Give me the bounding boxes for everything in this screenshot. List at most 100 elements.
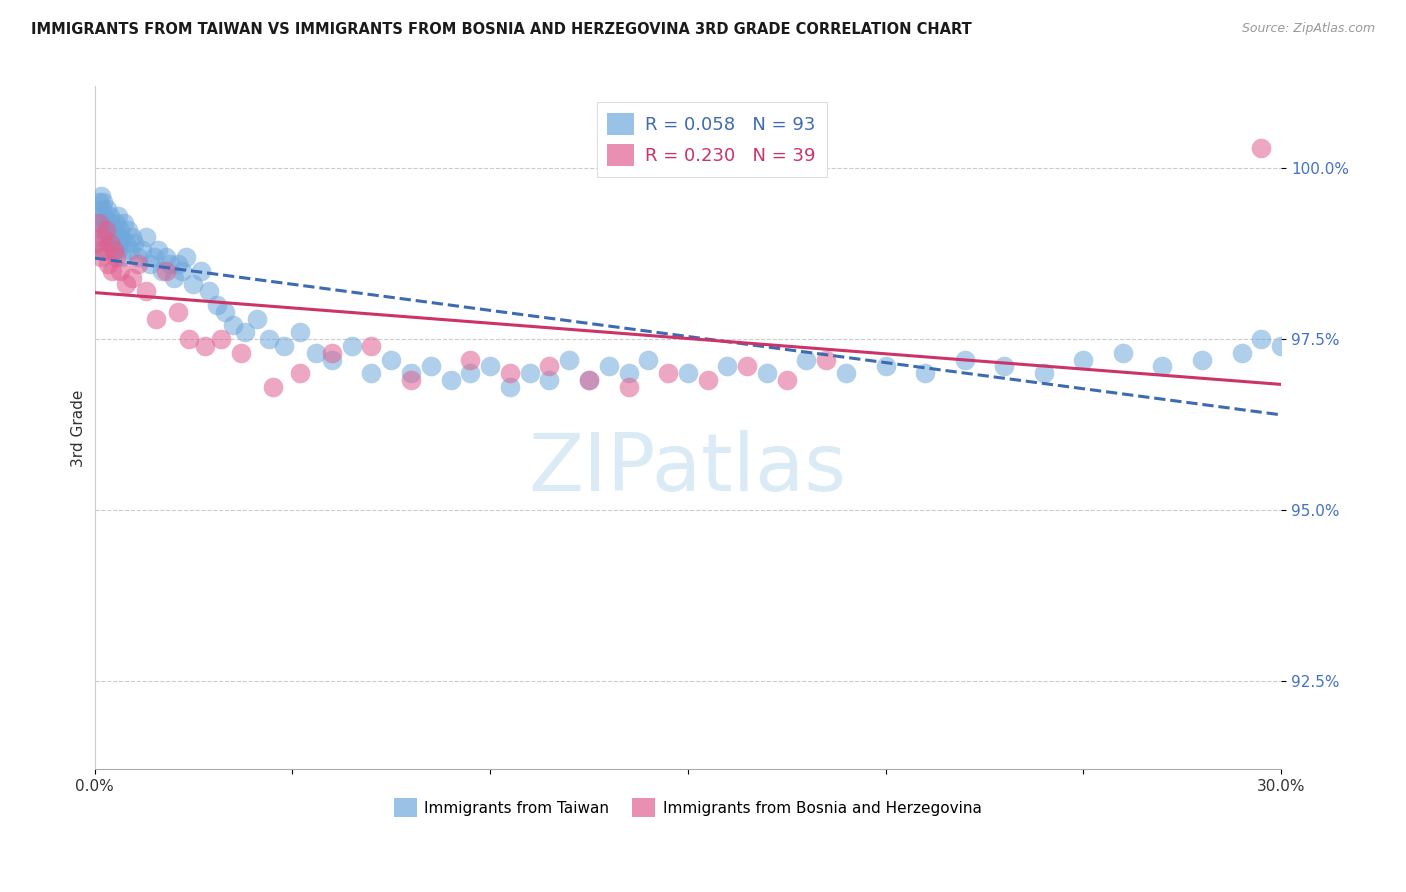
Point [122,236,145,251]
Point [97,257,120,271]
Point [159,257,181,271]
Point [89,250,111,264]
Point [111,250,134,264]
Point [993,359,1015,374]
Point [815,352,838,367]
Point [419,359,441,374]
Legend: Immigrants from Taiwan, Immigrants from Bosnia and Herzegovina: Immigrants from Taiwan, Immigrants from … [388,792,988,823]
Point [87,216,110,230]
Point [135,285,157,299]
Point [1289,332,1312,346]
Point [499,366,522,380]
Point [399,373,422,387]
Point [1250,141,1272,155]
Point [479,359,502,374]
Point [179,332,201,346]
Point [131,244,153,258]
Point [290,366,312,380]
Point [93,244,115,258]
Point [91,229,114,244]
Point [190,264,212,278]
Point [538,373,561,387]
Point [115,277,138,292]
Point [127,250,149,264]
Point [166,257,188,271]
Point [166,304,188,318]
Point [145,311,167,326]
Point [96,202,118,217]
Point [835,366,858,380]
Point [257,332,280,346]
Point [103,244,125,258]
Point [262,380,284,394]
Point [1230,345,1253,359]
Point [519,366,541,380]
Point [246,311,269,326]
Point [115,236,138,251]
Point [598,359,620,374]
Point [121,229,143,244]
Point [321,345,343,359]
Point [112,216,135,230]
Point [194,339,217,353]
Point [214,304,236,318]
Point [89,188,111,202]
Point [155,250,177,264]
Point [105,216,128,230]
Point [87,195,110,210]
Point [107,209,129,223]
Point [100,229,122,244]
Point [100,216,122,230]
Point [96,216,118,230]
Point [100,236,122,251]
Point [458,352,481,367]
Point [87,216,110,230]
Point [107,244,129,258]
Point [86,236,108,251]
Point [108,236,131,251]
Point [875,359,897,374]
Point [1270,339,1292,353]
Point [90,202,112,217]
Point [617,366,640,380]
Point [321,352,343,367]
Point [110,223,132,237]
Point [89,209,111,223]
Point [273,339,295,353]
Point [146,244,169,258]
Point [117,223,139,237]
Point [1152,359,1174,374]
Text: Source: ZipAtlas.com: Source: ZipAtlas.com [1241,22,1375,36]
Point [399,366,422,380]
Point [105,250,128,264]
Point [121,270,143,285]
Point [439,373,461,387]
Point [91,195,114,210]
Point [380,352,402,367]
Point [796,352,818,367]
Point [578,373,600,387]
Point [127,257,149,271]
Point [696,373,718,387]
Point [104,229,127,244]
Point [150,264,173,278]
Point [98,209,121,223]
Point [139,257,162,271]
Point [676,366,699,380]
Point [142,250,165,264]
Point [209,332,232,346]
Point [360,339,382,353]
Point [755,366,778,380]
Point [1191,352,1213,367]
Point [101,236,124,251]
Point [91,223,114,237]
Point [229,345,252,359]
Point [637,352,659,367]
Point [97,223,120,237]
Point [103,223,125,237]
Point [617,380,640,394]
Point [953,352,976,367]
Point [94,229,117,244]
Point [135,229,157,244]
Point [458,366,481,380]
